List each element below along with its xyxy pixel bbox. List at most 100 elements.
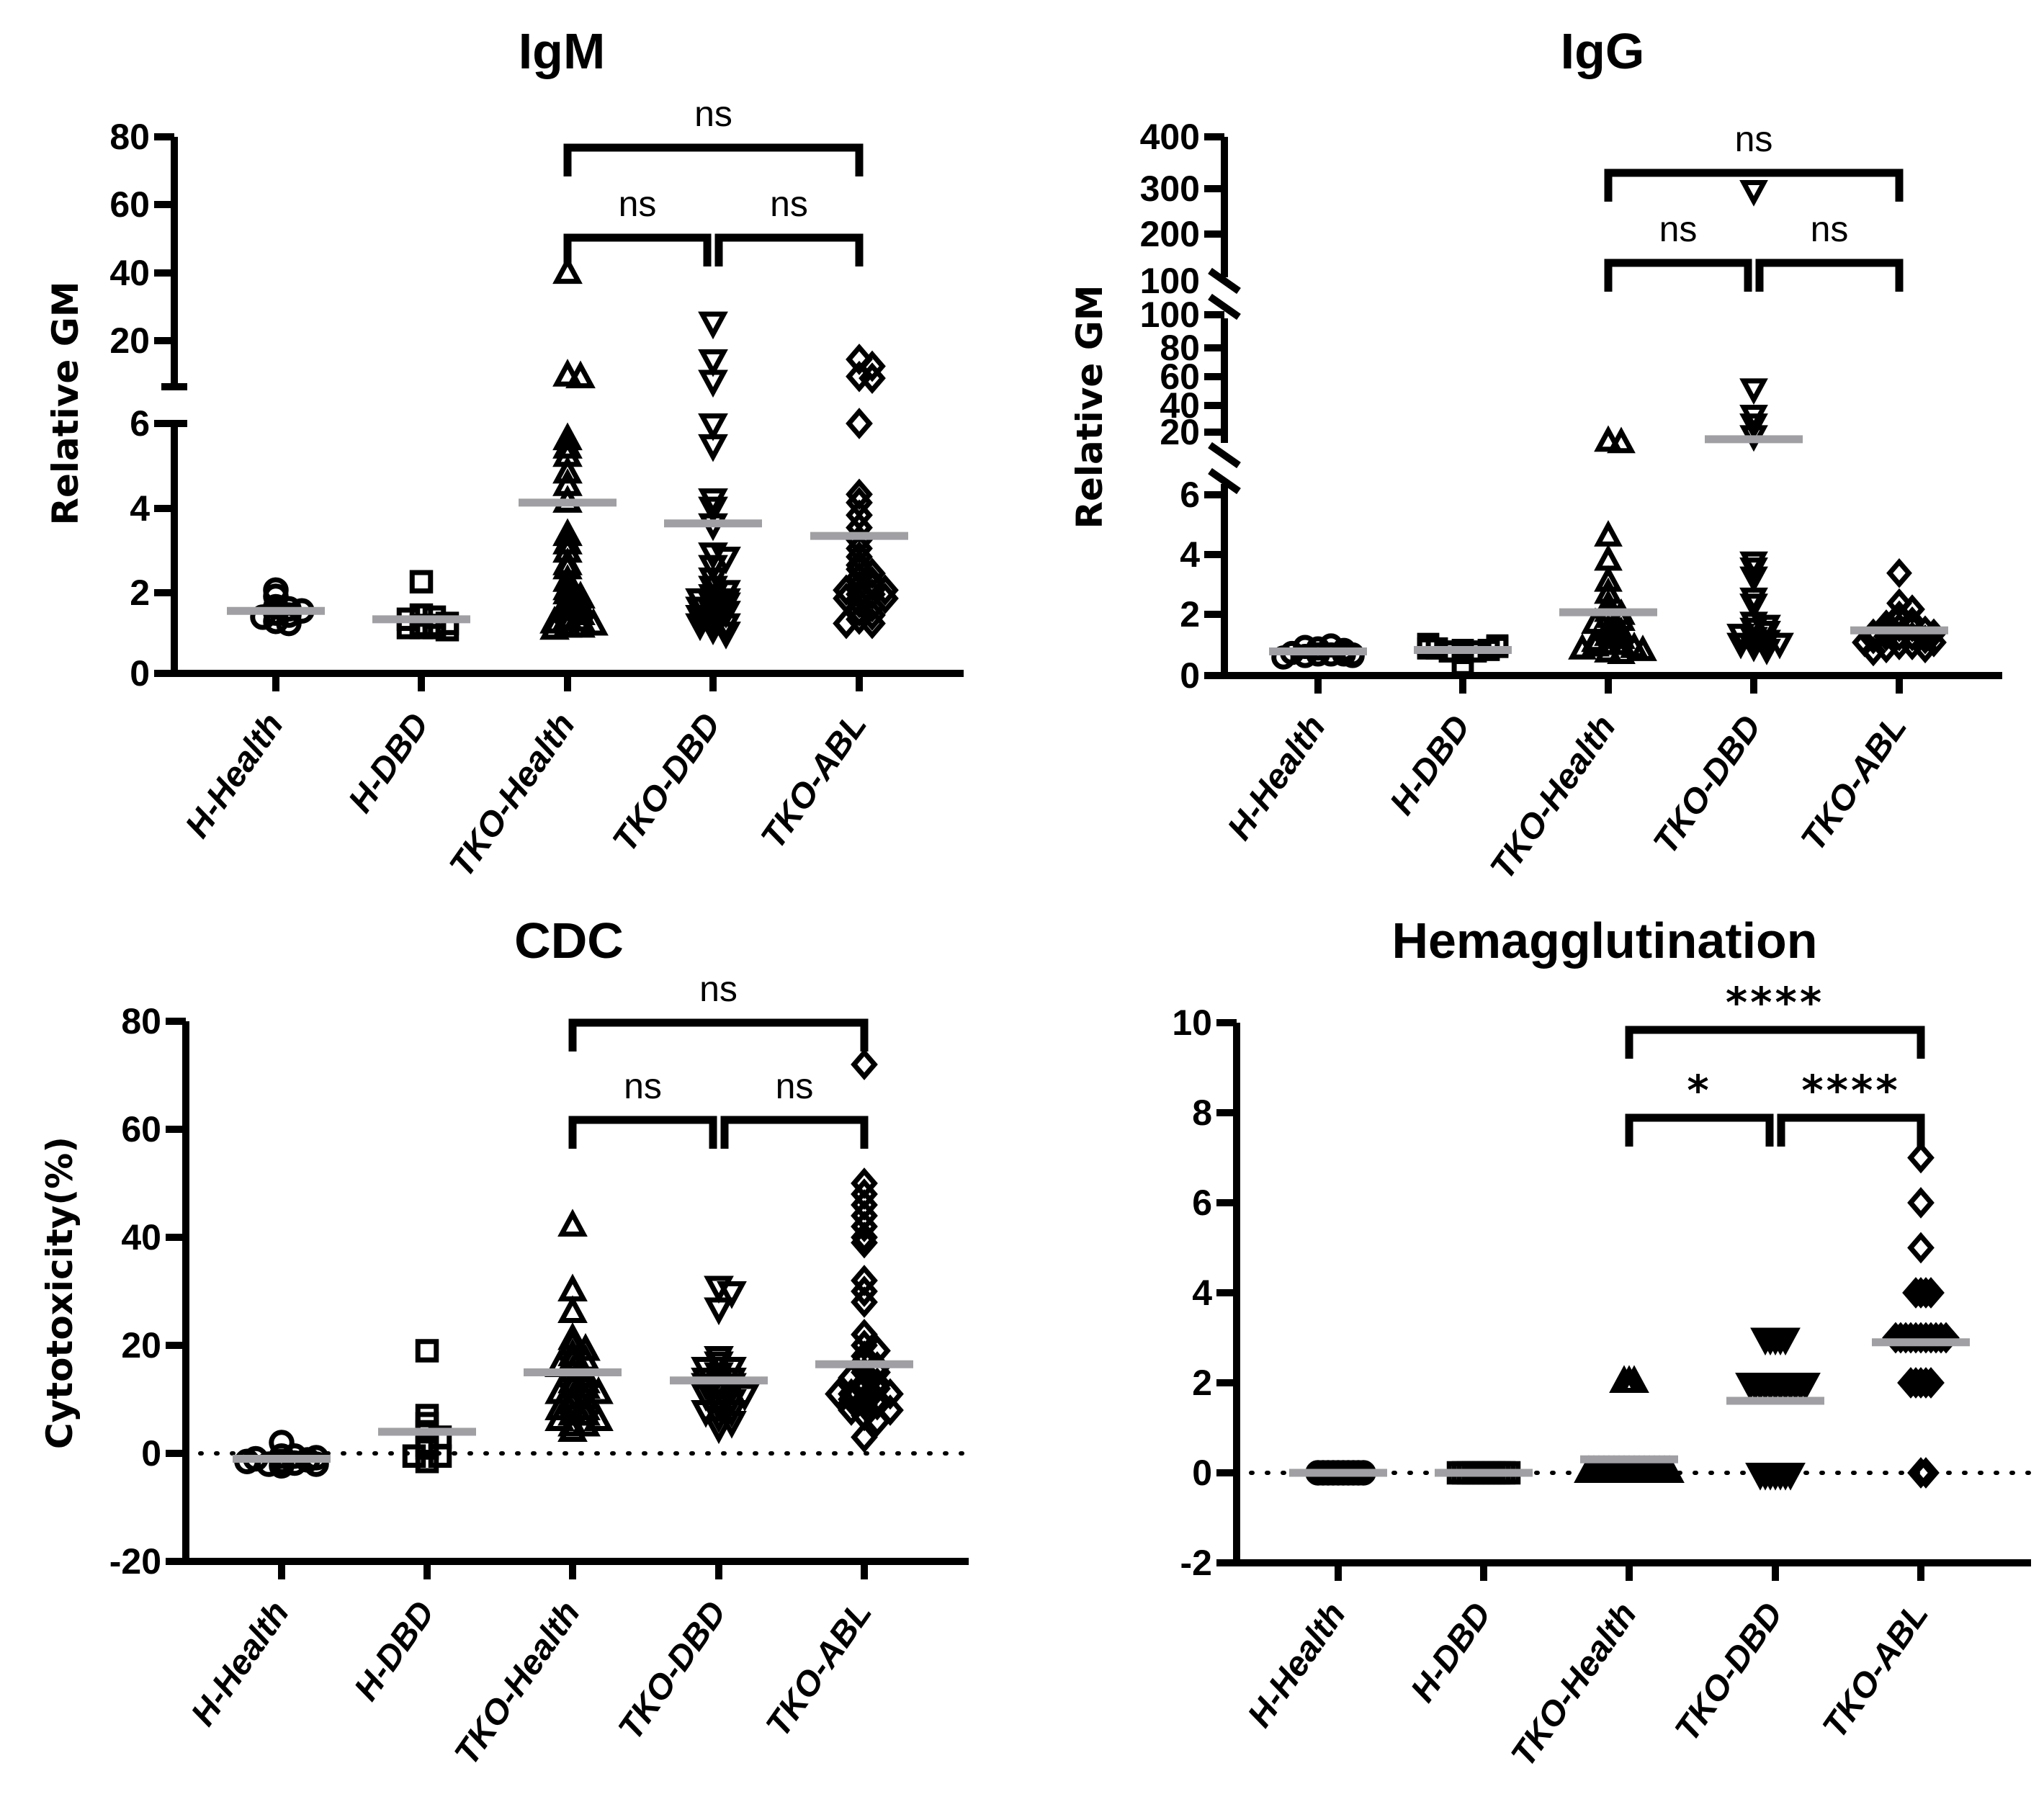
significance-bracket bbox=[1755, 259, 1904, 292]
y-tick-label: 20 bbox=[1160, 412, 1200, 452]
y-tick-label: 80 bbox=[109, 117, 150, 157]
marker-diamond bbox=[859, 362, 886, 394]
marker-diamond bbox=[864, 1405, 891, 1437]
y-tick-label: 6 bbox=[1192, 1183, 1212, 1223]
marker-triangle-down bbox=[1739, 378, 1768, 405]
marker-diamond bbox=[864, 1389, 891, 1421]
y-tick-label: 20 bbox=[121, 1325, 161, 1366]
marker-triangle-down bbox=[698, 496, 728, 525]
y-tick-label: 2 bbox=[1180, 594, 1200, 635]
axis-break-mark bbox=[1208, 293, 1241, 320]
marker-diamond bbox=[1892, 1322, 1919, 1354]
significance-label: ns bbox=[776, 1066, 814, 1106]
significance-bracket bbox=[720, 1116, 869, 1149]
marker-diamond bbox=[846, 408, 873, 439]
y-tick-label: 4 bbox=[1192, 1273, 1212, 1313]
marker-circle bbox=[263, 583, 289, 609]
y-tick-label: 100 bbox=[1140, 295, 1200, 335]
marker-triangle-down bbox=[1770, 1327, 1801, 1356]
mean-lines bbox=[1289, 1338, 1970, 1477]
marker-diamond bbox=[1907, 1277, 1935, 1309]
marker-triangle-down bbox=[704, 1416, 734, 1445]
x-tick-label: TKO-DBD bbox=[1668, 1596, 1790, 1749]
y-tick-label: 60 bbox=[121, 1109, 161, 1149]
y-tick-label: 0 bbox=[1192, 1453, 1212, 1493]
y-tick-label: 80 bbox=[121, 1001, 161, 1041]
marker-triangle-up bbox=[1568, 632, 1597, 660]
significance-label: ns bbox=[694, 94, 732, 134]
marker-diamond bbox=[1907, 1367, 1935, 1399]
marker-diamond bbox=[877, 1394, 904, 1426]
marker-triangle-up bbox=[557, 1209, 588, 1237]
y-ticks: 0 2 4 6 20 40 60 80 bbox=[109, 117, 174, 694]
x-tick-label: TKO-ABL bbox=[754, 707, 874, 856]
marker-square bbox=[409, 570, 434, 594]
marker-circle bbox=[263, 593, 289, 620]
marker-diamond bbox=[851, 1275, 878, 1307]
marker-diamond bbox=[1907, 1187, 1935, 1219]
y-tick-label: -20 bbox=[109, 1541, 161, 1582]
significance-label: ns bbox=[624, 1066, 662, 1106]
marker-diamond bbox=[1860, 636, 1886, 667]
marker-diamond bbox=[1907, 1457, 1935, 1489]
marker-diamond bbox=[851, 1211, 878, 1242]
x-tick-label: TKO-DBD bbox=[606, 707, 728, 859]
significance-label: * bbox=[1687, 1066, 1711, 1115]
significance-label: **** bbox=[1726, 978, 1824, 1027]
axis-break-mark bbox=[1208, 467, 1241, 495]
y-tick-label: -2 bbox=[1180, 1543, 1212, 1583]
chart-title: Hemagglutination bbox=[1391, 913, 1817, 969]
y-ticks: -20 0 20 40 60 80 bbox=[109, 1001, 186, 1582]
marker-triangle-down bbox=[1739, 587, 1768, 614]
x-tick-label: TKO-ABL bbox=[1816, 1596, 1936, 1745]
y-tick-label: 10 bbox=[1172, 1003, 1212, 1043]
marker-triangle-down bbox=[1739, 180, 1768, 207]
marker-circle bbox=[269, 1430, 295, 1456]
marker-diamond bbox=[846, 344, 873, 375]
significance-label: ns bbox=[1659, 209, 1698, 249]
y-axis-label: Relative GM bbox=[45, 281, 86, 525]
x-tick-labels: H-Health H-DBD TKO-Health TKO-DBD TKO-ABL bbox=[1220, 676, 1914, 887]
marker-diamond bbox=[851, 1049, 878, 1080]
x-tick-label: TKO-ABL bbox=[759, 1595, 879, 1744]
y-tick-label: 60 bbox=[109, 184, 150, 225]
marker-triangle-down bbox=[698, 349, 728, 377]
marker-triangle-up bbox=[1609, 1365, 1639, 1393]
x-tick-label: H-DBD bbox=[341, 707, 436, 820]
marker-square bbox=[402, 1444, 426, 1468]
marker-triangle-up bbox=[1581, 629, 1610, 657]
mean-lines bbox=[1269, 435, 1948, 656]
y-tick-label: 4 bbox=[130, 488, 150, 529]
marker-triangle-up bbox=[565, 360, 596, 389]
chart-title: IgM bbox=[519, 23, 606, 79]
marker-diamond bbox=[1917, 1367, 1945, 1399]
marker-triangle-up bbox=[583, 1376, 614, 1404]
marker-diamond bbox=[1912, 1277, 1940, 1309]
marker-triangle-up bbox=[552, 359, 583, 387]
marker-triangle-down bbox=[711, 622, 741, 650]
significance-bracket bbox=[1625, 1026, 1925, 1059]
marker-triangle-up bbox=[1607, 426, 1636, 454]
y-axis-label: Cytotoxicity(%) bbox=[39, 1136, 81, 1449]
marker-triangle-up bbox=[1594, 628, 1623, 655]
significance-label: **** bbox=[1801, 1066, 1900, 1115]
significance-bracket bbox=[1604, 169, 1904, 202]
marker-square bbox=[415, 1339, 439, 1363]
y-tick-label: 20 bbox=[109, 320, 150, 361]
marker-triangle-down bbox=[698, 311, 728, 340]
marker-diamond bbox=[1912, 633, 1938, 664]
significance-bracket bbox=[563, 143, 864, 176]
marker-diamond bbox=[859, 350, 886, 382]
y-tick-label: 6 bbox=[1180, 475, 1200, 515]
marker-triangle-down bbox=[717, 1281, 747, 1309]
x-tick-labels: H-Health H-DBD TKO-Health TKO-DBD TKO-ABL bbox=[184, 1561, 879, 1772]
marker-diamond bbox=[864, 1373, 891, 1404]
significance-label: ns bbox=[699, 969, 738, 1009]
x-tick-labels: H-Health H-DBD TKO-Health TKO-DBD TKO-ABL bbox=[1240, 1563, 1936, 1774]
marker-triangle-up bbox=[1607, 637, 1636, 665]
marker-diamond bbox=[825, 1378, 852, 1410]
marker-diamond bbox=[1907, 1142, 1935, 1174]
x-tick-label: TKO-Health bbox=[447, 1595, 588, 1772]
significance-bracket bbox=[1777, 1113, 1925, 1147]
